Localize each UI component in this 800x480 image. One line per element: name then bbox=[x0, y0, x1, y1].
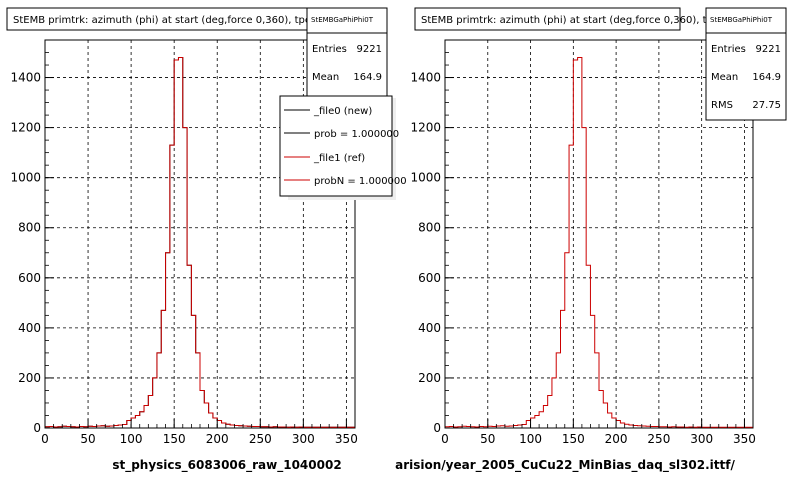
y-tick-label: 1400 bbox=[410, 71, 441, 85]
grid-right bbox=[445, 40, 753, 428]
stats-name-left: StEMBGaPhiPhi0T bbox=[311, 16, 374, 24]
y-tick-label: 800 bbox=[418, 221, 441, 235]
x-tick-label: 250 bbox=[647, 432, 670, 446]
y-tick-label: 600 bbox=[18, 271, 41, 285]
x-tick-label: 150 bbox=[562, 432, 585, 446]
stats-entries-value-left: 9221 bbox=[357, 44, 382, 55]
x-tick-label: 50 bbox=[480, 432, 495, 446]
legend-label-new: _file0 (new) bbox=[313, 106, 372, 117]
legend-label-probn: probN = 1.000000 bbox=[314, 176, 407, 187]
y-tick-label: 400 bbox=[418, 321, 441, 335]
chart-title-left: StEMB primtrk: azimuth (phi) at start (d… bbox=[13, 15, 310, 26]
legend-label-prob: prob = 1.000000 bbox=[314, 129, 399, 140]
chart-title-right: StEMB primtrk: azimuth (phi) at start (d… bbox=[421, 15, 718, 26]
stats-mean-label-left: Mean bbox=[312, 72, 339, 83]
histogram-series-ref bbox=[444, 57, 753, 428]
histogram-right bbox=[444, 57, 753, 428]
y-axis-left: 0 200 400 600 800 1000 1200 1400 bbox=[10, 39, 54, 435]
stats-entries-label-left: Entries bbox=[312, 44, 347, 55]
y-tick-label: 400 bbox=[18, 321, 41, 335]
title-box-right bbox=[414, 7, 681, 31]
y-axis-right: 0 200 400 600 800 1000 1200 1400 bbox=[410, 39, 454, 435]
x-tick-label: 150 bbox=[163, 432, 186, 446]
panel-left: StEMB primtrk: azimuth (phi) at start (d… bbox=[6, 7, 407, 473]
histogram-series-ref bbox=[44, 57, 355, 428]
y-tick-label: 200 bbox=[18, 371, 41, 385]
stats-mean-value-right: 164.9 bbox=[752, 72, 781, 83]
x-tick-label: 0 bbox=[441, 432, 449, 446]
y-tick-label: 0 bbox=[433, 421, 441, 435]
panel-right: StEMB primtrk: azimuth (phi) at start (d… bbox=[395, 7, 787, 473]
stats-mean-value-left: 164.9 bbox=[353, 72, 382, 83]
x-tick-label: 350 bbox=[733, 432, 756, 446]
stats-name-right: StEMBGaPhiPhi0T bbox=[710, 16, 773, 24]
y-tick-label: 600 bbox=[418, 271, 441, 285]
y-tick-label: 1000 bbox=[10, 171, 41, 185]
legend-left: _file0 (new) prob = 1.000000 _file1 (ref… bbox=[279, 95, 407, 200]
legend-label-ref: _file1 (ref) bbox=[313, 153, 365, 164]
y-tick-label: 1200 bbox=[10, 121, 41, 135]
y-tick-label: 1000 bbox=[410, 171, 441, 185]
y-tick-label: 0 bbox=[33, 421, 41, 435]
x-tick-label: 100 bbox=[120, 432, 143, 446]
y-tick-label: 800 bbox=[18, 221, 41, 235]
stats-box-left: StEMBGaPhiPhi0T Entries 9221 Mean 164.9 bbox=[306, 7, 388, 99]
histogram-left bbox=[44, 57, 355, 428]
stats-rms-value-right: 27.75 bbox=[752, 100, 781, 111]
x-tick-label: 50 bbox=[80, 432, 95, 446]
y-tick-label: 200 bbox=[418, 371, 441, 385]
x-tick-label: 300 bbox=[690, 432, 713, 446]
x-tick-label: 100 bbox=[519, 432, 542, 446]
x-axis-title-left: st_physics_6083006_raw_1040002 bbox=[112, 458, 341, 473]
x-axis-title-right: arision/year_2005_CuCu22_MinBias_daq_sl3… bbox=[395, 458, 735, 473]
x-tick-label: 200 bbox=[206, 432, 229, 446]
x-tick-label: 250 bbox=[249, 432, 272, 446]
x-tick-label: 350 bbox=[335, 432, 358, 446]
stats-rms-label-right: RMS bbox=[711, 100, 733, 111]
x-axis-left: 0 50 100 150 200 250 300 350 bbox=[41, 419, 358, 446]
x-tick-label: 200 bbox=[605, 432, 628, 446]
x-axis-right: 0 50 100 150 200 250 300 350 bbox=[441, 419, 756, 446]
y-tick-label: 1200 bbox=[410, 121, 441, 135]
x-tick-label: 300 bbox=[292, 432, 315, 446]
y-tick-label: 1400 bbox=[10, 71, 41, 85]
stats-mean-label-right: Mean bbox=[711, 72, 738, 83]
stats-entries-label-right: Entries bbox=[711, 44, 746, 55]
stats-entries-value-right: 9221 bbox=[756, 44, 781, 55]
stats-box-right: StEMBGaPhiPhi0T Entries 9221 Mean 164.9 … bbox=[705, 7, 787, 121]
x-tick-label: 0 bbox=[41, 432, 49, 446]
